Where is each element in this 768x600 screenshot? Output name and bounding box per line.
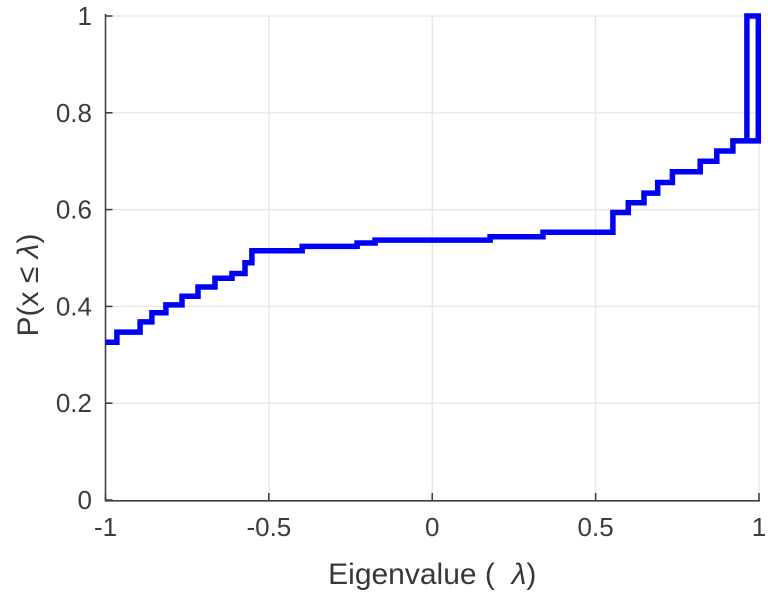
x-tick-label: -0.5	[246, 512, 291, 542]
x-tick-label: -1	[94, 512, 117, 542]
x-tick-label: 1	[752, 512, 766, 542]
x-axis-title: Eigenvalue ( λ)	[328, 558, 536, 591]
y-tick-label: 0.2	[56, 388, 92, 418]
y-tick-label: 0	[78, 485, 92, 515]
y-tick-label: 0.4	[56, 291, 92, 321]
cdf-curve	[105, 13, 762, 345]
y-tick-label: 0.8	[56, 98, 92, 128]
x-tick-label: 0.5	[578, 512, 614, 542]
x-tick-label: 0	[425, 512, 439, 542]
y-tick-label: 0.6	[56, 195, 92, 225]
y-axis-title: P(x ≤ λ)	[12, 234, 45, 337]
y-tick-label: 1	[78, 1, 92, 31]
